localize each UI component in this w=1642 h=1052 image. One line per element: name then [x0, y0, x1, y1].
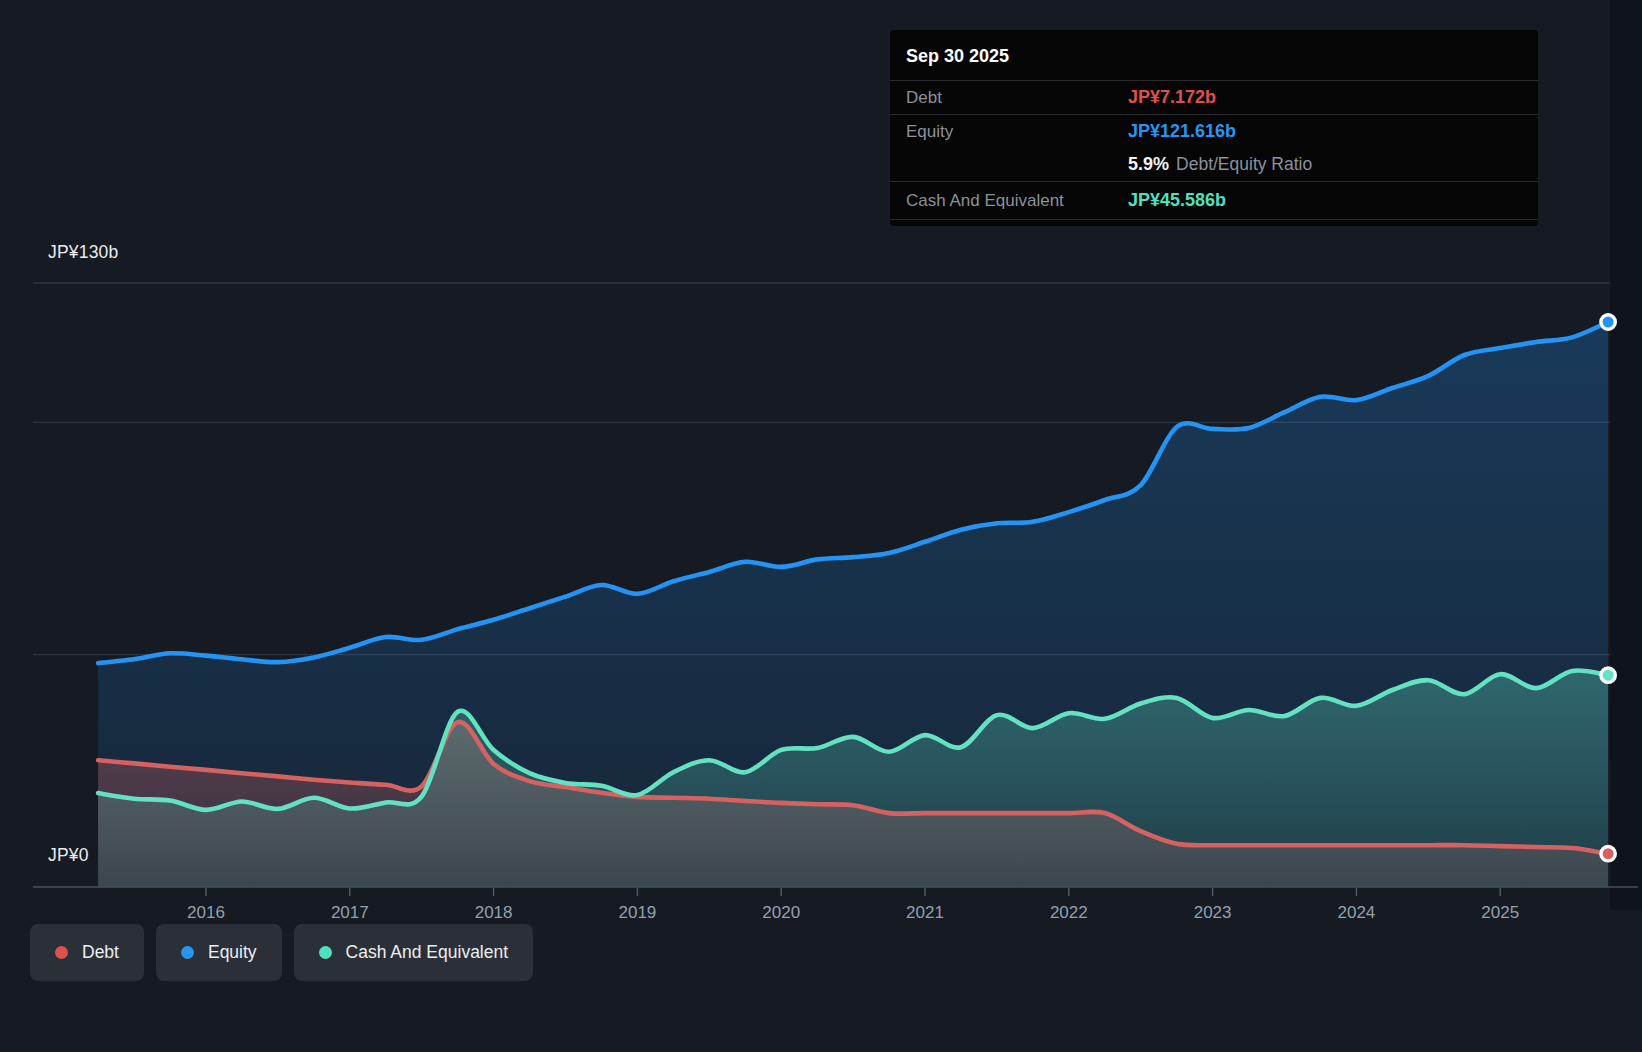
- cash-endpoint-marker[interactable]: [1601, 668, 1615, 682]
- x-tick-label: 2020: [762, 903, 800, 922]
- tooltip-debt-value: JP¥7.172b: [1128, 87, 1216, 108]
- equity-legend-dot-icon: [181, 946, 194, 959]
- tooltip-equity-value: JP¥121.616b: [1128, 121, 1236, 142]
- tooltip-row-equity: Equity JP¥121.616b: [890, 115, 1538, 148]
- x-tick-label: 2022: [1050, 903, 1088, 922]
- tooltip-cash-value: JP¥45.586b: [1128, 190, 1226, 211]
- legend-debt-label: Debt: [82, 942, 119, 963]
- x-tick-label: 2025: [1481, 903, 1519, 922]
- x-tick-label: 2016: [187, 903, 225, 922]
- x-tick-label: 2018: [475, 903, 513, 922]
- tooltip-row-debt: Debt JP¥7.172b: [890, 81, 1538, 115]
- tooltip-ratio-value: 5.9%: [1128, 154, 1169, 174]
- chart-page: 2016 2017 2018 2019 2020 2021 2022 2023 2024 2025…: [0, 0, 1642, 1052]
- tooltip-debt-label: Debt: [906, 88, 1128, 108]
- legend-item-debt[interactable]: Debt: [30, 924, 144, 981]
- x-tick-label: 2017: [331, 903, 369, 922]
- legend: Debt Equity Cash And Equivalent: [30, 924, 533, 981]
- tooltip-row-ratio: 5.9% Debt/Equity Ratio: [890, 148, 1538, 182]
- x-tick-label: 2019: [618, 903, 656, 922]
- equity-endpoint-marker[interactable]: [1601, 315, 1615, 329]
- tooltip-row-cash: Cash And Equivalent JP¥45.586b: [890, 182, 1538, 220]
- x-axis-ticks: 2016 2017 2018 2019 2020 2021 2022 2023 2024 2025: [187, 888, 1519, 922]
- y-axis-label-bottom: JP¥0: [48, 845, 89, 866]
- tooltip-cash-label: Cash And Equivalent: [906, 191, 1128, 211]
- debt-endpoint-marker[interactable]: [1601, 847, 1615, 861]
- legend-item-cash[interactable]: Cash And Equivalent: [294, 924, 533, 981]
- x-tick-label: 2024: [1337, 903, 1375, 922]
- tooltip-equity-label: Equity: [906, 122, 1128, 142]
- plot-right-band: [1610, 0, 1642, 910]
- x-tick-label: 2021: [906, 903, 944, 922]
- x-tick-label: 2023: [1194, 903, 1232, 922]
- legend-equity-label: Equity: [208, 942, 257, 963]
- tooltip-date: Sep 30 2025: [890, 30, 1538, 81]
- tooltip-panel: Sep 30 2025 Debt JP¥7.172b Equity JP¥121…: [890, 30, 1538, 226]
- y-axis-label-top: JP¥130b: [48, 242, 119, 263]
- legend-cash-label: Cash And Equivalent: [346, 942, 508, 963]
- tooltip-ratio-label: Debt/Equity Ratio: [1176, 154, 1312, 174]
- debt-legend-dot-icon: [55, 946, 68, 959]
- cash-legend-dot-icon: [319, 946, 332, 959]
- legend-item-equity[interactable]: Equity: [156, 924, 282, 981]
